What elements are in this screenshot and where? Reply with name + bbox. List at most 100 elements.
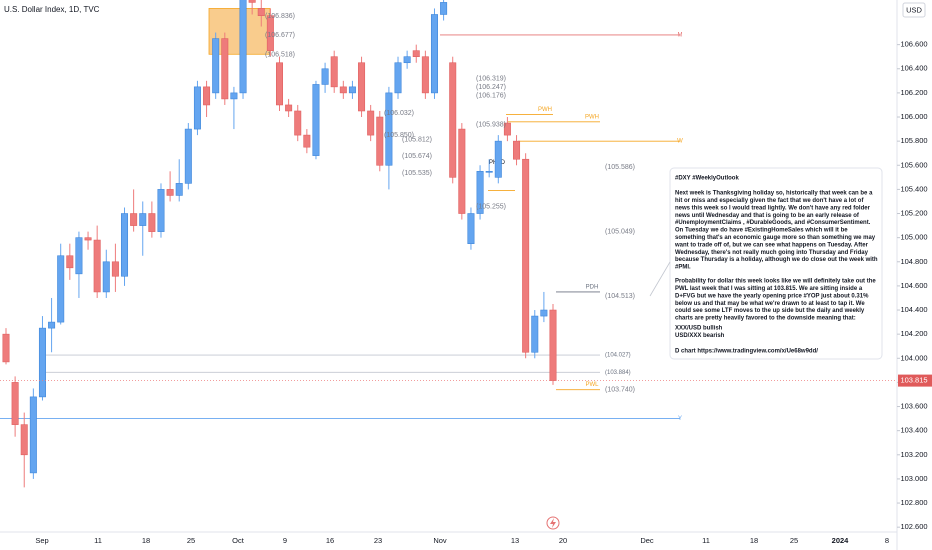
candle-body [312, 84, 320, 156]
candle-body [139, 213, 147, 226]
candle-body [303, 134, 311, 148]
candle-body [248, 0, 256, 3]
note-box[interactable] [669, 167, 883, 360]
y-tick-label: 106.400 [900, 64, 927, 73]
candle-body [513, 140, 521, 160]
candle-body [11, 382, 19, 425]
candle-body [93, 239, 101, 293]
price-annotation: (105.586) [605, 164, 635, 171]
note-text: #PMI. [675, 265, 691, 271]
x-tick-label: Oct [232, 536, 245, 545]
price-annotation: (106.247) [476, 84, 506, 91]
note-text: XXX/USD bullish [675, 326, 723, 332]
last-price-label: 103.815 [900, 376, 927, 385]
x-tick-label: 16 [326, 536, 334, 545]
price-annotation: (105.850) [384, 132, 414, 139]
candle-body [449, 62, 457, 178]
level-label: W [677, 139, 683, 145]
level-label: PDH [586, 285, 599, 291]
note-text: PWL last week that I was sitting at 103.… [675, 286, 863, 292]
candle-body [503, 122, 511, 136]
x-tick-label: 13 [511, 536, 519, 545]
event-bolt [550, 518, 556, 528]
x-tick-label: 20 [559, 536, 567, 545]
candle-body [266, 15, 274, 51]
candle-body [130, 213, 138, 226]
note-text: charts are pretty heavily favored to the… [675, 316, 856, 322]
level-label: PWH [538, 107, 552, 113]
candle-body [467, 213, 475, 244]
currency-box[interactable] [902, 2, 926, 18]
price-annotation: (103.740) [605, 386, 635, 393]
note-text: below us and that may be what we're draw… [675, 301, 865, 307]
note-text: news until Wednesday and that is going t… [675, 213, 860, 219]
candle-body [175, 183, 183, 196]
x-tick-label: Nov [433, 536, 447, 545]
candle-body [485, 171, 493, 173]
candle-body [458, 128, 466, 214]
candle-body [57, 255, 65, 323]
price-annotation: (106.032) [384, 110, 414, 117]
y-tick-label: 103.200 [900, 450, 927, 459]
y-tick-label: 102.600 [900, 522, 927, 531]
note-text: D+FVG but we have the yearly opening pri… [675, 293, 869, 299]
candle-body [148, 213, 156, 232]
candle-body [102, 261, 110, 293]
level-label: PWL [585, 382, 599, 388]
candle-body [203, 86, 211, 106]
y-tick-label: 105.000 [900, 233, 927, 242]
y-tick-label: 106.600 [900, 40, 927, 49]
note-text: #DXY #WeeklyOutlook [675, 176, 739, 182]
candle-body [385, 92, 393, 166]
note-text: Wednesday, there's not really much going… [675, 250, 869, 256]
note-text: could see some LTF moves to the up side … [675, 308, 865, 314]
candle-body [212, 38, 220, 94]
note-text: because Thursday is a holiday, although … [675, 257, 878, 263]
candle-body [230, 92, 238, 100]
candle-body [412, 50, 420, 57]
note-text: hit or miss and especially given the fac… [675, 198, 864, 204]
note-text: On Tuesday we do have #ExistingHomeSales… [675, 228, 848, 234]
price-annotation: (106.677) [265, 32, 295, 39]
x-tick-label: 18 [750, 536, 758, 545]
candle-body [321, 68, 329, 85]
candle-body [367, 110, 375, 136]
y-tick-label: 105.600 [900, 160, 927, 169]
currency[interactable]: USD [906, 5, 922, 14]
candle-body [430, 14, 438, 94]
y-tick-label: 105.400 [900, 184, 927, 193]
candle-body [239, 0, 247, 94]
candle-body [184, 128, 192, 184]
y-tick-label: 103.600 [900, 402, 927, 411]
candle-body [285, 104, 293, 112]
candle-body [394, 62, 402, 94]
x-tick-label: 25 [790, 536, 798, 545]
y-tick-label: 106.200 [900, 88, 927, 97]
candle-body [330, 56, 338, 88]
price-annotation: (105.674) [402, 153, 432, 160]
y-tick-label: 105.800 [900, 136, 927, 145]
price-annotation: (106.518) [265, 51, 295, 58]
candle-body [403, 56, 411, 64]
candle-body [2, 333, 10, 363]
y-tick-label: 103.400 [900, 426, 927, 435]
x-tick-label: 18 [142, 536, 150, 545]
candle-body [20, 424, 28, 456]
candle-body [440, 2, 448, 15]
level-label: PWH [585, 114, 599, 120]
y-tick-label: 104.400 [900, 305, 927, 314]
candle-body [38, 327, 46, 398]
price-annotation: (106.319) [476, 75, 506, 82]
note-text: something that's an economic gauge more … [675, 235, 876, 241]
x-tick-label: 25 [187, 536, 195, 545]
y-tick-label: 106.000 [900, 112, 927, 121]
y-tick-label: 105.200 [900, 209, 927, 218]
y-tick-label: 104.800 [900, 257, 927, 266]
note-text: D chart https://www.tradingview.com/x/Ue… [675, 349, 818, 355]
y-tick-label: 104.600 [900, 281, 927, 290]
level-label: (103.884) [605, 370, 631, 376]
level-label: M [678, 33, 683, 39]
x-tick-label: 11 [702, 536, 710, 545]
candle-body [111, 261, 119, 277]
candle-body [531, 315, 539, 353]
